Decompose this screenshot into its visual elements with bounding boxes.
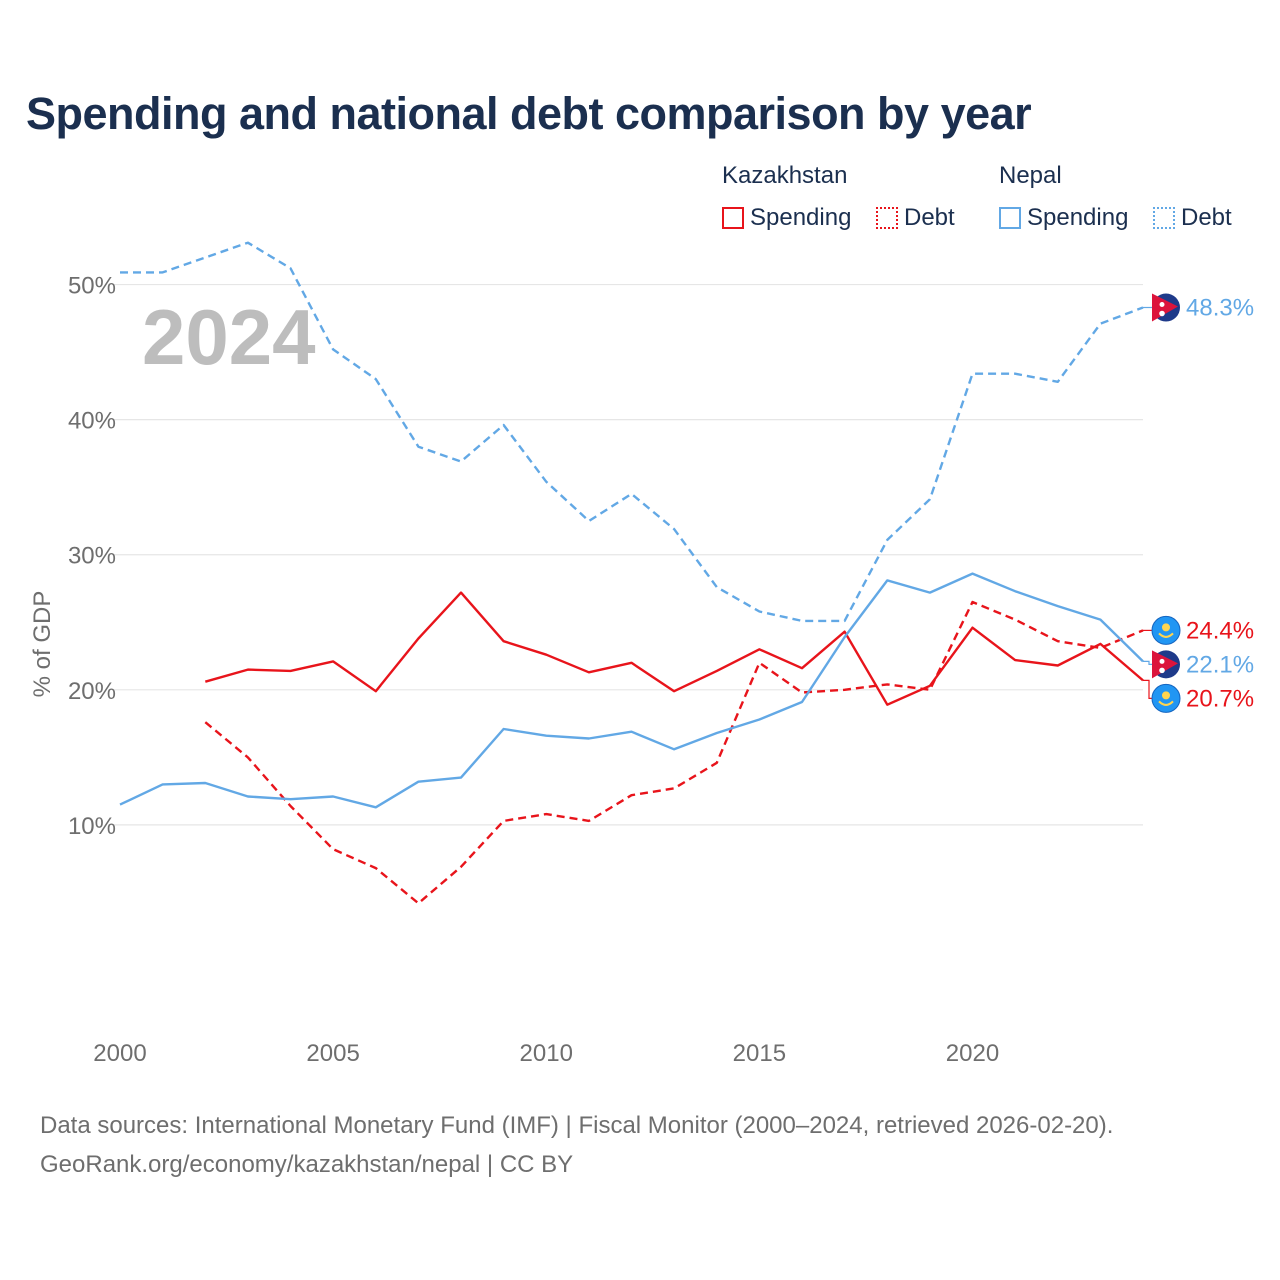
chart-title: Spending and national debt comparison by…	[26, 88, 1032, 139]
y-tick-label: 30%	[68, 543, 116, 570]
legend-label: Spending	[750, 204, 852, 231]
legend-swatch-dotted-red	[876, 207, 898, 229]
footer-line-credit: GeoRank.org/economy/kazakhstan/nepal | C…	[40, 1151, 574, 1178]
year-watermark: 2024	[142, 293, 316, 381]
legend-item-kazakhstan-spending[interactable]: Spending	[722, 204, 851, 232]
end-value-label: 22.1%	[1186, 651, 1254, 678]
kazakhstan-flag-icon	[1151, 615, 1181, 645]
y-axis-ticks: 10% 20% 30% 40% 50%	[68, 273, 116, 840]
end-label-kazakhstan-spending: 20.7%	[1143, 679, 1254, 713]
legend-label: Debt	[1181, 204, 1232, 231]
grid-lines	[112, 283, 1143, 826]
legend-group-nepal: Nepal	[999, 162, 1062, 189]
y-tick-label: 40%	[68, 408, 116, 435]
end-label-kazakhstan-debt: 24.4%	[1143, 615, 1254, 645]
footer-sources: Data sources: International Monetary Fun…	[40, 1106, 1113, 1184]
nepal-flag-icon	[1152, 293, 1180, 322]
x-tick-label: 2015	[733, 1040, 786, 1067]
y-tick-label: 10%	[68, 813, 116, 840]
end-label-connector	[1143, 660, 1152, 666]
series-lines	[119, 241, 1144, 905]
x-axis-ticks: 2000 2005 2010 2015 2020	[93, 1040, 999, 1067]
legend-swatch-solid-red	[722, 207, 744, 229]
x-tick-label: 2020	[946, 1040, 999, 1067]
series-line-kazakhstan-debt	[204, 600, 1144, 905]
end-label-nepal-debt: 48.3%	[1143, 293, 1254, 322]
legend-label: Spending	[1027, 204, 1129, 231]
x-tick-label: 2010	[520, 1040, 573, 1067]
end-value-label: 48.3%	[1186, 295, 1254, 322]
end-value-label: 20.7%	[1186, 685, 1254, 712]
legend-item-nepal-spending[interactable]: Spending	[999, 204, 1128, 232]
end-label-connector	[1143, 679, 1152, 700]
series-line-nepal-spending	[119, 572, 1144, 809]
kazakhstan-flag-icon	[1151, 683, 1181, 713]
y-tick-label: 50%	[68, 273, 116, 300]
x-tick-label: 2005	[306, 1040, 359, 1067]
nepal-flag-icon	[1152, 650, 1180, 679]
chart-plot: 2024 10% 20% 30% 40% 50% 2000 2005 2010 2015 202…	[29, 241, 1254, 1067]
series-line-nepal-debt	[120, 241, 1144, 623]
series-line-kazakhstan-spending	[204, 591, 1144, 706]
legend-item-kazakhstan-debt[interactable]: Debt	[876, 204, 955, 232]
y-axis-label: % of GDP	[29, 591, 56, 698]
legend-swatch-solid-blue	[999, 207, 1021, 229]
legend-label: Debt	[904, 204, 955, 231]
end-value-label: 24.4%	[1186, 617, 1254, 644]
legend-item-nepal-debt[interactable]: Debt	[1153, 204, 1232, 232]
legend-group-kazakhstan: Kazakhstan	[722, 162, 848, 189]
end-label-nepal-spending: 22.1%	[1143, 650, 1254, 679]
x-tick-label: 2000	[93, 1040, 146, 1067]
footer-line-sources: Data sources: International Monetary Fun…	[40, 1112, 1114, 1139]
end-labels: 48.3% 24.4% 22.1% 20.7%	[1143, 293, 1254, 713]
legend-swatch-dotted-blue	[1153, 207, 1175, 229]
y-tick-label: 20%	[68, 678, 116, 705]
